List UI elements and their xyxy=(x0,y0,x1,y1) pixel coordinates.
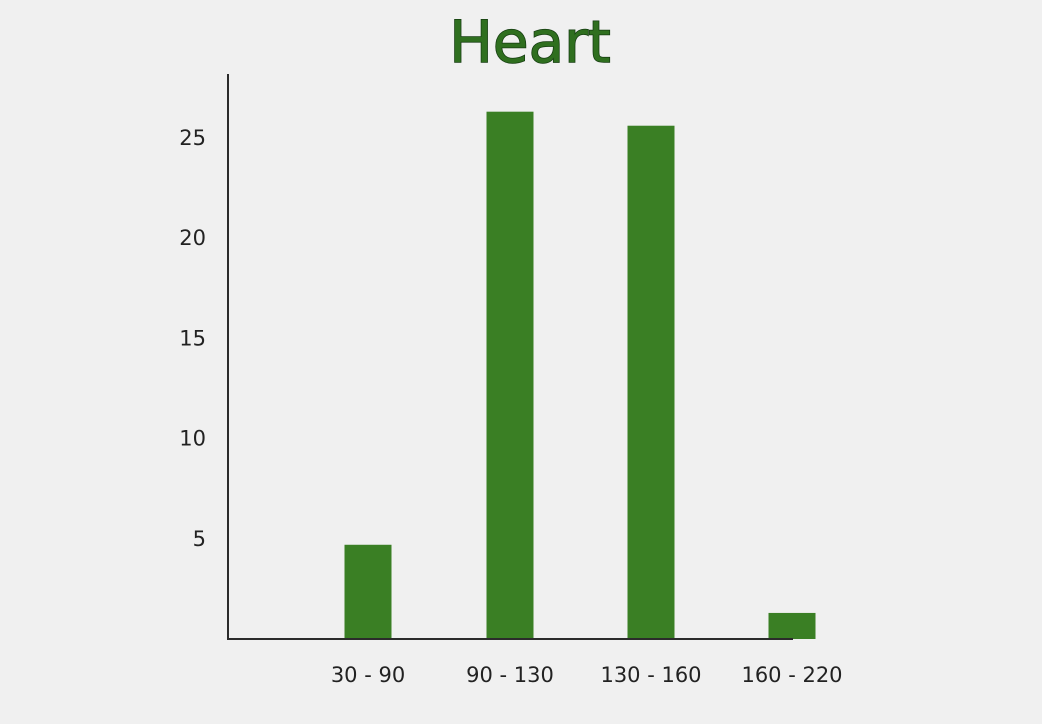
x-tick-label: 90 - 130 xyxy=(466,663,554,687)
y-tick-label: 5 xyxy=(193,527,206,551)
x-tick-labels: 30 - 90 90 - 130 130 - 160 160 - 220 xyxy=(331,663,843,687)
y-tick-labels: 5 10 15 20 25 xyxy=(179,126,206,551)
x-tick-label: 130 - 160 xyxy=(600,663,701,687)
bar-2 xyxy=(627,125,675,640)
bars-group xyxy=(344,111,816,640)
y-tick-label: 20 xyxy=(179,226,206,250)
x-tick-label: 160 - 220 xyxy=(741,663,842,687)
x-tick-label: 30 - 90 xyxy=(331,663,405,687)
y-tick-label: 25 xyxy=(179,126,206,150)
bar-1 xyxy=(486,111,534,639)
bar-3 xyxy=(768,612,816,639)
y-tick-label: 15 xyxy=(179,326,206,350)
chart-title: Heart xyxy=(449,8,610,76)
y-tick-label: 10 xyxy=(179,427,206,451)
bar-0 xyxy=(344,544,392,639)
